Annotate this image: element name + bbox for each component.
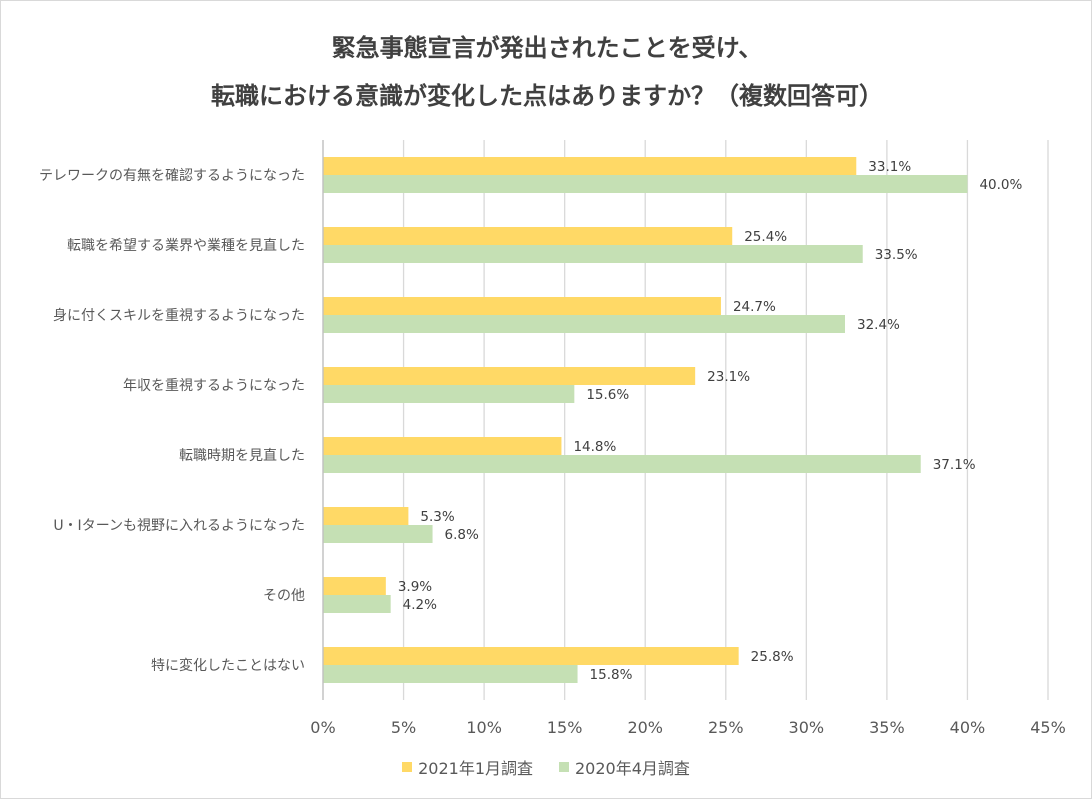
bar-2021 [323, 437, 562, 455]
data-label-2021: 14.8% [573, 439, 616, 455]
category-label: 転職時期を見直した [179, 447, 305, 464]
x-tick-label: 25% [708, 718, 744, 737]
category-label: 特に変化したことはない [151, 657, 305, 674]
x-tick-label: 10% [466, 718, 502, 737]
bar-2021 [323, 297, 721, 315]
bar-2020 [323, 175, 968, 193]
data-label-2021: 5.3% [420, 509, 454, 525]
data-label-2020: 6.8% [445, 527, 479, 543]
data-label-2020: 33.5% [875, 247, 918, 263]
legend: 2021年1月調査 2020年4月調査 [0, 755, 1092, 779]
bar-2020 [323, 385, 575, 403]
bar-2021 [323, 367, 696, 385]
data-label-2020: 4.2% [403, 597, 437, 613]
x-tick-label: 20% [627, 718, 663, 737]
category-label: その他 [263, 588, 305, 604]
x-tick-label: 15% [547, 718, 583, 737]
legend-swatch-2020 [559, 762, 569, 772]
category-label: 身に付くスキルを重視するようになった [53, 308, 305, 324]
bar-2021 [323, 577, 386, 595]
category-label: 転職を希望する業界や業種を見直した [67, 237, 305, 254]
data-label-2021: 23.1% [707, 369, 750, 385]
data-label-2020: 40.0% [979, 177, 1022, 193]
x-tick-label: 45% [1030, 718, 1066, 737]
category-label: U・Iターンも視野に入れるようになった [53, 518, 305, 534]
x-tick-label: 30% [789, 718, 825, 737]
x-tick-label: 0% [310, 718, 335, 737]
legend-item-2021: 2021年1月調査 [402, 755, 533, 779]
data-label-2020: 32.4% [857, 317, 900, 333]
bar-2021 [323, 647, 739, 665]
bar-2021 [323, 157, 857, 175]
category-label: テレワークの有無を確認するようになった [39, 168, 305, 184]
legend-label-2021: 2021年1月調査 [418, 759, 533, 778]
data-label-2020: 15.6% [586, 387, 629, 403]
chart-title-line-2: 転職における意識が変化した点はありますか？（複数回答可） [211, 82, 883, 110]
data-label-2020: 37.1% [933, 457, 976, 473]
legend-item-2020: 2020年4月調査 [559, 755, 690, 779]
x-tick-label: 5% [391, 718, 416, 737]
bar-2020 [323, 665, 578, 683]
bar-2021 [323, 507, 409, 525]
bar-2020 [323, 245, 863, 263]
data-label-2021: 24.7% [733, 299, 776, 315]
x-tick-label: 35% [869, 718, 905, 737]
category-label: 年収を重視するようになった [123, 378, 305, 394]
bar-2020 [323, 595, 391, 613]
data-label-2021: 25.4% [744, 229, 787, 245]
chart-title-line-1: 緊急事態宣言が発出されたことを受け、 [331, 34, 763, 62]
bar-2021 [323, 227, 733, 245]
data-label-2021: 3.9% [398, 579, 432, 595]
x-tick-label: 40% [950, 718, 986, 737]
bar-2020 [323, 525, 433, 543]
data-label-2021: 25.8% [751, 649, 794, 665]
bar-2020 [323, 455, 921, 473]
bar-2020 [323, 315, 845, 333]
data-label-2020: 15.8% [590, 667, 633, 683]
legend-label-2020: 2020年4月調査 [575, 759, 690, 778]
legend-swatch-2021 [402, 762, 413, 772]
data-label-2021: 33.1% [868, 159, 911, 175]
